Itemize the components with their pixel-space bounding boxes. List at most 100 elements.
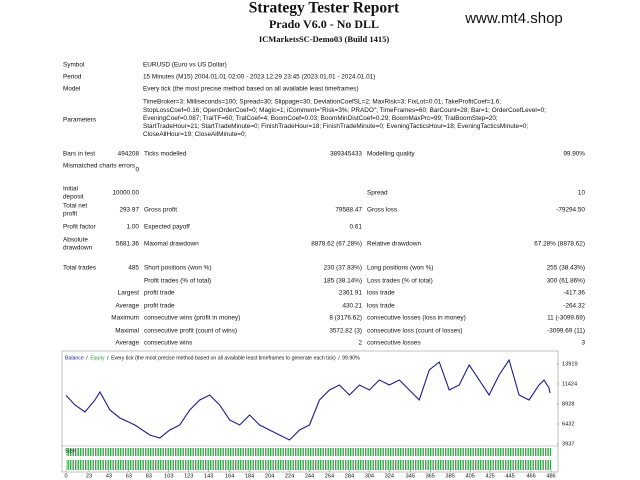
size-bars — [66, 448, 551, 470]
x-tick-label: 164 — [225, 473, 234, 479]
row-value: EURUSD (Euro vs US Dollar) — [143, 62, 227, 69]
balance-chart: Balance / Equity / Every tick (the most prec… — [64, 355, 577, 479]
cell-value: 3 — [581, 340, 585, 347]
x-tick-label: 445 — [505, 473, 514, 479]
cell-label: consecutive profit (count of wins) — [144, 328, 237, 335]
x-tick-label: 0 — [64, 473, 67, 479]
cell-value: 11 (-3099.69) — [547, 315, 585, 322]
cell-value: 8 (3176.62) — [329, 315, 362, 322]
watermark: www.mt4.shop — [464, 10, 563, 27]
row-label: Average — [115, 303, 139, 310]
cell-label: Loss trades (% of total) — [367, 278, 433, 285]
cell-value: 2 — [358, 340, 362, 347]
row-label-line: Initial — [63, 186, 78, 193]
row-label: Model — [63, 86, 80, 93]
cell-label: Ticks modelled — [144, 151, 187, 158]
cell-value: 79588.47 — [335, 207, 362, 214]
row-label: Mismatched charts errors — [63, 163, 135, 170]
row-label: Parameters — [63, 117, 96, 124]
row-label: Total trades — [63, 265, 96, 272]
cell-value: 3572.82 (3) — [329, 328, 362, 335]
cell-label: loss trade — [367, 290, 395, 297]
row-value: 494208 — [118, 151, 140, 158]
cell-label: profit trade — [144, 290, 175, 297]
legend-text: / — [107, 355, 109, 361]
x-tick-label: 385 — [446, 473, 455, 479]
cell-label: Maximal drawdown — [144, 241, 199, 248]
cell-label: Profit trades (% of total) — [144, 278, 211, 285]
cell-label: profit trade — [144, 303, 175, 310]
x-tick-label: 405 — [465, 473, 474, 479]
cell-label: Modelling quality — [367, 151, 415, 158]
cell-value: 389345433 — [330, 151, 362, 158]
cell-value: -3099.69 (11) — [547, 328, 585, 335]
legend-text: 99.90% — [342, 355, 360, 361]
row-value: 485 — [128, 265, 139, 272]
row-value: 0 — [135, 167, 139, 174]
cell-label: Relative drawdown — [367, 241, 421, 248]
row-value: 293.97 — [119, 207, 139, 214]
cell-label: Expected payoff — [144, 224, 190, 231]
x-tick-label: 143 — [204, 473, 213, 479]
row-label: Maximal — [115, 328, 139, 335]
cell-label: consecutive loss (count of losses) — [367, 328, 463, 335]
cell-value: 99.90% — [563, 151, 585, 158]
cell-value: 300 (61.86%) — [547, 278, 585, 285]
x-tick-label: 204 — [265, 473, 274, 479]
y-tick-label: 13919 — [562, 361, 578, 367]
row-label: Average — [115, 340, 139, 347]
balance-line — [65, 358, 551, 441]
x-tick-label: 244 — [305, 473, 314, 479]
row-value: 10000.00 — [112, 190, 139, 197]
row-value: 15 Minutes (M15) 2004.01.01 02:00 - 2023… — [143, 74, 375, 81]
y-tick-label: 3937 — [562, 441, 574, 447]
cell-label: consecutive losses (loss in money) — [367, 315, 466, 322]
legend-text: Balance — [65, 355, 84, 361]
cell-value: -417.36 — [563, 290, 585, 297]
size-label: Size — [65, 448, 75, 454]
x-tick-label: 224 — [285, 473, 294, 479]
parameter-line: StopLossCoef=0.16; OpenOrderCoef=0; Magi… — [143, 107, 546, 114]
cell-value: 67.28% (8878.62) — [534, 241, 585, 248]
row-label-line: profit — [63, 211, 77, 218]
y-tick-label: 6432 — [562, 421, 574, 427]
row-label-line: deposit — [63, 194, 84, 201]
x-tick-label: 425 — [485, 473, 494, 479]
x-tick-label: 284 — [345, 473, 354, 479]
cell-value: 10 — [578, 190, 586, 197]
legend-text: Every tick (the most precise method base… — [111, 355, 336, 361]
parameter-line: EveningCoef=0.087; TralTF=60; TralCoef=4… — [143, 115, 498, 122]
row-label: Maximum — [111, 315, 139, 322]
cell-value: 230 (37.83%) — [324, 265, 362, 272]
cell-label: consecutive losses — [367, 340, 421, 347]
parameter-line: CloseAllHour=19; CloseAllMinute=0; — [143, 131, 247, 138]
x-tick-label: 264 — [325, 473, 334, 479]
expert-name: Prado V6.0 - No DLL — [269, 17, 379, 31]
x-tick-label: 345 — [406, 473, 415, 479]
x-tick-label: 43 — [106, 473, 112, 479]
cell-label: Gross loss — [367, 207, 397, 214]
legend-text: / — [86, 355, 88, 361]
x-tick-label: 23 — [86, 473, 92, 479]
server-name: ICMarketsSC-Demo03 (Build 1415) — [259, 34, 389, 44]
legend-text: Equity — [90, 355, 105, 361]
row-value: 1.00 — [127, 224, 140, 231]
x-tick-label: 123 — [184, 473, 193, 479]
row-label: Profit factor — [63, 224, 97, 231]
row-label: Period — [63, 74, 82, 81]
cell-value: 2361.91 — [339, 290, 363, 297]
x-tick-label: 365 — [426, 473, 435, 479]
cell-label: loss trade — [367, 303, 395, 310]
y-tick-label: 11424 — [562, 381, 577, 387]
parameter-line: StartTradeHour=21; StartTradeMinute=0; F… — [143, 123, 528, 130]
cell-value: 0.61 — [350, 224, 363, 231]
cell-value: 8878.62 (67.28%) — [311, 241, 362, 248]
cell-value: 430.21 — [342, 303, 362, 310]
row-label: Largest — [118, 290, 140, 297]
cell-label: consecutive wins (profit in money) — [144, 315, 240, 322]
report-title: Strategy Tester Report — [249, 0, 400, 17]
cell-value: 255 (38.43%) — [547, 265, 585, 272]
cell-value: -79294.50 — [556, 207, 585, 214]
parameter-line: TimeBroker=3; Milliseconds=100; Spread=3… — [143, 99, 501, 106]
